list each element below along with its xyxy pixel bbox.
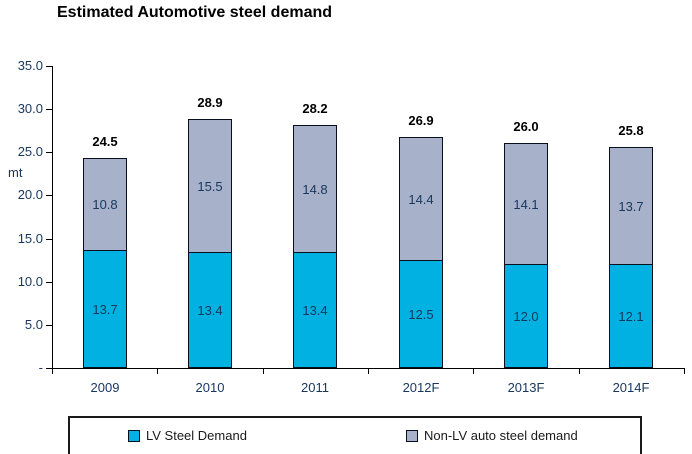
bar-group: 14.1 12.0: [504, 143, 548, 368]
y-tick-label: 35.0: [17, 58, 43, 73]
bar-total-label: 28.2: [302, 101, 328, 116]
x-tick-mark: [684, 369, 685, 374]
y-tick-label: 20.0: [17, 187, 43, 202]
chart-title: Estimated Automotive steel demand: [57, 4, 333, 21]
bar-segment-lv: 13.7: [83, 250, 127, 368]
y-tick-mark: [46, 109, 52, 110]
y-tick-mark: [46, 66, 52, 67]
bar-total-label: 26.0: [513, 119, 539, 134]
bar-total-label: 24.5: [92, 134, 118, 149]
legend-item: Non-LV auto steel demand: [406, 428, 578, 443]
x-tick-mark: [473, 369, 474, 374]
legend-label: LV Steel Demand: [146, 428, 247, 443]
bar-segment-lv: 13.4: [188, 252, 232, 368]
y-tick-label: -: [38, 360, 43, 375]
x-tick-mark: [157, 369, 158, 374]
x-category-label: 2009: [90, 380, 120, 395]
bar-segment-nonlv: 10.8: [83, 158, 127, 251]
x-category-label: 2011: [301, 380, 329, 395]
bar-segment-nonlv: 14.4: [399, 137, 443, 261]
bar-segment-lv: 12.5: [399, 260, 443, 368]
y-tick-label: 5.0: [24, 317, 43, 332]
bar-group: 10.8 13.7: [83, 158, 127, 368]
legend-swatch-icon: [128, 429, 140, 442]
bar-group: 15.5 13.4: [188, 119, 232, 368]
x-tick-mark: [263, 369, 264, 374]
legend-item: LV Steel Demand: [128, 428, 247, 443]
bar-group: 13.7 12.1: [609, 147, 653, 368]
x-tick-mark: [368, 369, 369, 374]
bar-segment-nonlv: 15.5: [188, 119, 232, 253]
y-tick-mark: [46, 195, 52, 196]
bar-segment-lv: 12.0: [504, 264, 548, 368]
y-tick-mark: [46, 368, 52, 369]
legend-label: Non-LV auto steel demand: [424, 428, 578, 443]
legend-box: LV Steel Demand Non-LV auto steel demand: [68, 416, 642, 454]
plot-area: [52, 66, 685, 369]
x-category-label: 2014F: [612, 380, 650, 395]
x-category-label: 2013F: [507, 380, 545, 395]
x-tick-mark: [52, 369, 53, 374]
x-category-label: 2010: [195, 380, 225, 395]
bar-group: 14.8 13.4: [293, 125, 337, 368]
bar-segment-lv: 12.1: [609, 264, 653, 368]
bar-total-label: 26.9: [408, 113, 434, 128]
y-tick-label: 10.0: [17, 274, 43, 289]
y-tick-mark: [46, 282, 52, 283]
bar-total-label: 25.8: [618, 123, 644, 138]
y-tick-mark: [46, 152, 52, 153]
bar-segment-nonlv: 14.1: [504, 143, 548, 265]
y-tick-label: 15.0: [17, 231, 43, 246]
x-tick-mark: [579, 369, 580, 374]
bar-group: 14.4 12.5: [399, 137, 443, 368]
y-tick-mark: [46, 325, 52, 326]
bar-segment-nonlv: 14.8: [293, 125, 337, 253]
bar-segment-nonlv: 13.7: [609, 147, 653, 265]
bar-total-label: 28.9: [197, 95, 223, 110]
bar-segment-lv: 13.4: [293, 252, 337, 368]
y-axis-unit-label: mt: [8, 165, 23, 180]
y-tick-label: 25.0: [17, 144, 43, 159]
x-category-label: 2012F: [402, 380, 440, 395]
legend-swatch-icon: [406, 429, 418, 442]
y-tick-label: 30.0: [17, 101, 43, 116]
y-tick-mark: [46, 239, 52, 240]
